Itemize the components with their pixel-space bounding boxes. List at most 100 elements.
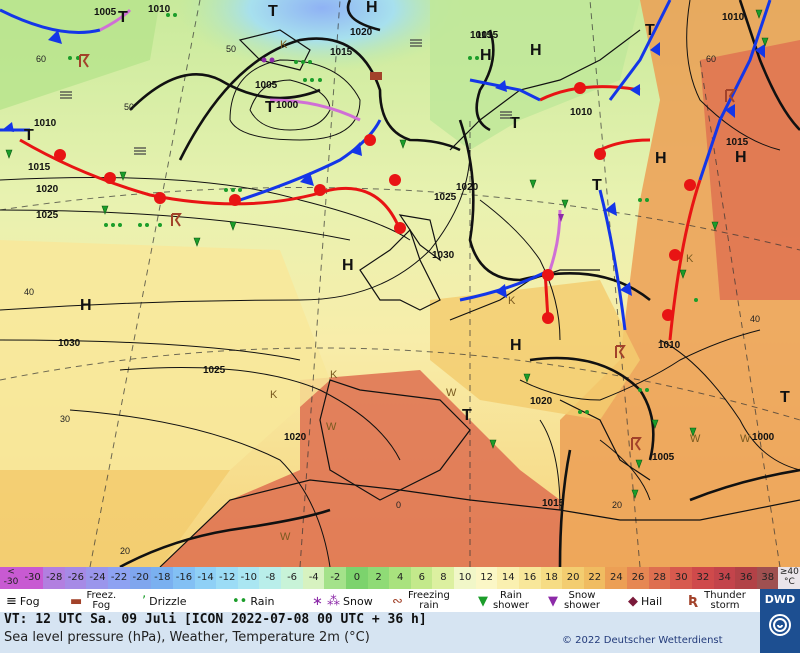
isobar-label: 1010: [722, 12, 745, 23]
scale-cell: 32: [691, 567, 714, 589]
scale-cell: 14: [497, 567, 520, 589]
isobar-label: 1025: [36, 210, 59, 221]
high-label: H: [735, 149, 747, 166]
low-label: T: [462, 407, 472, 424]
scale-cell: 38: [756, 567, 779, 589]
weather-symbol-legend: ≡ Fog ▬ Freez. Fog ʼ Drizzle •• Rain ∗ ⁂…: [0, 589, 800, 613]
isobar-label: 1010: [148, 4, 171, 15]
legend-drizzle: ʼ Drizzle: [142, 590, 187, 612]
scale-cell: -28: [43, 567, 66, 589]
temp-label: 50: [226, 44, 236, 54]
scale-cell: -4: [302, 567, 325, 589]
scale-cell: 16: [518, 567, 541, 589]
isobar-label: 1015: [542, 498, 565, 509]
isobar-label: 1010: [570, 107, 593, 118]
isobar-label: 1010: [658, 340, 681, 351]
scale-cell-max: ≥40 °C: [778, 567, 800, 589]
thunderstorm-icon: Ʀ: [688, 593, 699, 609]
high-label: H: [655, 150, 667, 167]
isobar-label: 1015: [470, 30, 493, 41]
legend-hail: ◆ Hail: [628, 590, 662, 612]
isobar-label: 1010: [34, 118, 57, 129]
temp-label: 60: [706, 54, 716, 64]
isobar-label: 1005: [94, 7, 117, 18]
isobar-label: 1020: [530, 396, 553, 407]
high-label: H: [530, 42, 542, 59]
isobar-label: 1005: [255, 80, 278, 91]
legend-rain-label: Rain: [250, 594, 275, 608]
legend-freezing-rain-label: Freezing rain: [407, 590, 450, 611]
legend-rain-shower-label: Rain shower: [492, 590, 530, 611]
scale-cell: 20: [562, 567, 585, 589]
warm-air-marker: W: [740, 433, 751, 445]
freezing-fog-icon: ▬: [70, 593, 83, 609]
scale-cell: -12: [216, 567, 239, 589]
low-label: T: [265, 99, 275, 116]
isobar-label: 1025: [203, 365, 226, 376]
scale-cell: 26: [627, 567, 650, 589]
isobar-label: 1000: [276, 100, 299, 111]
scale-cell: -20: [129, 567, 152, 589]
snow-shower-icon: ▼: [548, 593, 558, 609]
cold-front-germany: [459, 268, 551, 302]
scale-cell: -26: [64, 567, 87, 589]
hot-east: [700, 40, 800, 300]
scale-cell: 0: [345, 567, 368, 589]
scale-cell: -10: [237, 567, 260, 589]
fog-symbols: [60, 39, 512, 155]
low-label: T: [510, 115, 520, 132]
scale-cell: -16: [172, 567, 195, 589]
scale-cell: 8: [432, 567, 455, 589]
low-label: T: [780, 389, 790, 406]
isobar-label: 1030: [432, 250, 455, 261]
isobar-label: 1015: [330, 47, 353, 58]
graticule: [0, 0, 800, 567]
low-label: T: [592, 177, 602, 194]
cold-front-markers: [2, 30, 765, 298]
scale-cell: -24: [86, 567, 109, 589]
cold-front-scandinavia: [469, 78, 541, 102]
scale-cell: -2: [324, 567, 347, 589]
high-label: H: [480, 47, 492, 64]
legend-thunderstorm: Ʀ Thunder storm: [688, 590, 749, 612]
cold-air-marker: K: [686, 253, 694, 265]
legend-fog: ≡ Fog: [6, 590, 40, 612]
cold-front-north: [0, 8, 101, 34]
scale-cell: 4: [389, 567, 412, 589]
coastlines: [159, 29, 800, 567]
shower-symbols: [5, 9, 769, 499]
high-label: H: [366, 0, 378, 16]
legend-hail-label: Hail: [641, 594, 663, 608]
temp-label: 60: [36, 54, 46, 64]
dwd-logo: DWD: [760, 589, 800, 653]
valid-time: VT: 12 UTC Sa. 09 Juli [ICON 2022-07-08 …: [4, 612, 427, 627]
scale-cell: 24: [605, 567, 628, 589]
spiral-icon: [769, 614, 792, 636]
scale-cell: 36: [735, 567, 758, 589]
rain-icon: ••: [232, 593, 248, 609]
low-label: T: [268, 3, 278, 20]
high-label: H: [510, 337, 522, 354]
copyright: © 2022 Deutscher Wetterdienst: [562, 635, 723, 646]
scale-cell: 6: [410, 567, 433, 589]
scale-cell: 18: [540, 567, 563, 589]
temp-label: 40: [24, 287, 34, 297]
scale-cell: -22: [108, 567, 131, 589]
occluded-snow-symbols: [261, 57, 564, 222]
drizzle-icon: ʼ: [142, 593, 147, 609]
low-label: T: [645, 22, 655, 39]
legend-rain: •• Rain: [232, 590, 275, 612]
legend-snow: ∗ ⁂ Snow: [312, 590, 373, 612]
cold-front-poland: [598, 189, 627, 331]
cold-air-marker: K: [270, 389, 278, 401]
rain-symbols: [68, 13, 698, 414]
isobar-label: 1020: [456, 182, 479, 193]
scale-cell: 12: [475, 567, 498, 589]
atlantic-warm: [0, 240, 330, 470]
isobar-label: 1025: [434, 192, 457, 203]
low-label: T: [24, 127, 34, 144]
dwd-logo-text: DWD: [764, 593, 796, 606]
temperature-labels: 60 50 40 40 30 20 60 50 0 20: [24, 44, 760, 556]
isobar-label: 1015: [726, 137, 749, 148]
hail-icon: ◆: [628, 593, 638, 609]
